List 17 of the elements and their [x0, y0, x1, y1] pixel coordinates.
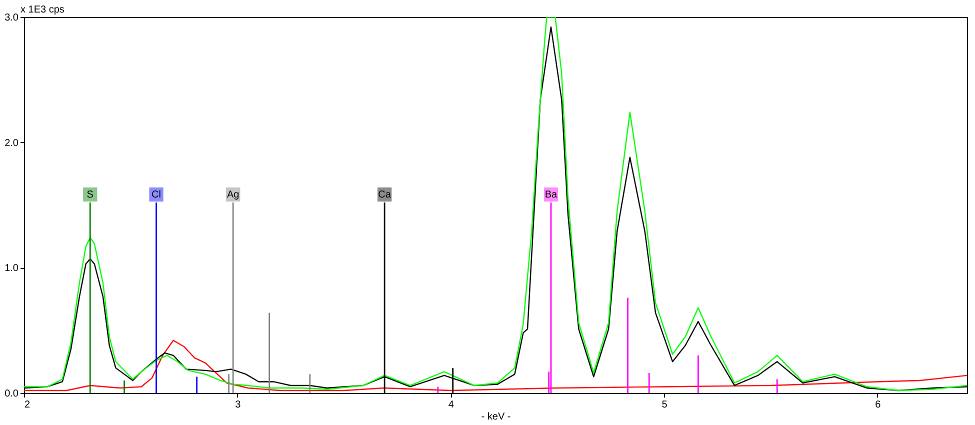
x-tick-label: 5: [662, 400, 668, 410]
annotation: Cl: [152, 189, 162, 200]
y-tick-label: 2.0: [4, 138, 19, 149]
annotation: S: [86, 189, 94, 200]
y-axis-title: x 1E3 cps: [20, 4, 64, 16]
line-series: [24, 340, 967, 392]
y-tick-label: 1.0: [4, 263, 19, 274]
y-tick-label: 3.0: [4, 12, 19, 24]
annotation: Ag: [226, 189, 240, 200]
x-tick-label: 2: [24, 400, 30, 410]
annotation: Ba: [544, 189, 558, 200]
x-tick-label: 4: [448, 400, 454, 410]
x-tick-label: 3: [235, 400, 242, 410]
annotation: Ca: [378, 189, 392, 200]
x-axis-title: - keV -: [481, 412, 511, 422]
y-tick-label: 0.0: [4, 388, 19, 400]
x-tick-label: 6: [875, 400, 882, 410]
